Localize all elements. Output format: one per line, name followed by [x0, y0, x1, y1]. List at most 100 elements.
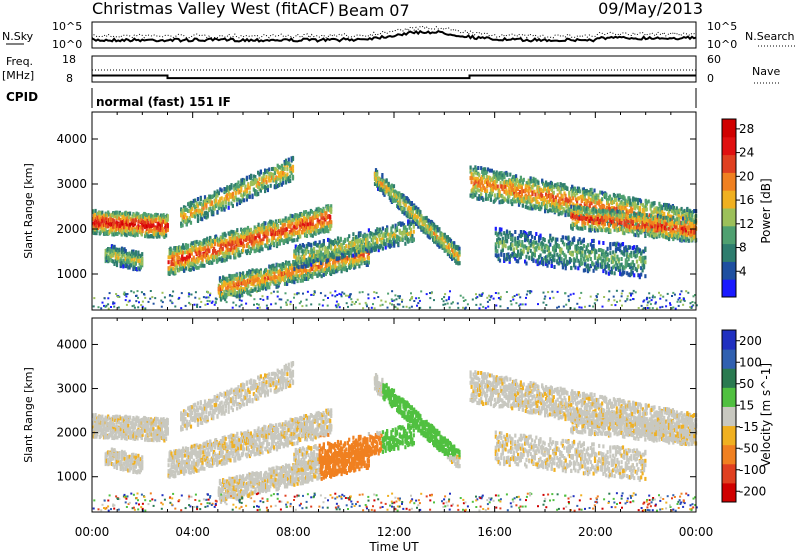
power-cell [572, 196, 574, 200]
power-cell [533, 197, 535, 201]
nave-label: Nave [752, 65, 780, 78]
power-cell [321, 274, 323, 278]
power-cell [191, 241, 193, 245]
power-cell [212, 251, 214, 255]
power-cell [487, 167, 489, 171]
freq-series [92, 76, 696, 79]
power-cell [579, 189, 581, 193]
power-cell [251, 289, 253, 293]
power-cell [491, 169, 493, 173]
power-cell [408, 206, 410, 210]
power-cell [364, 261, 366, 265]
nave-right-tick-top: 60 [707, 53, 721, 66]
power-cell [234, 277, 236, 281]
power-cell [203, 238, 205, 242]
power-cell [257, 192, 259, 196]
power-cell [359, 233, 361, 237]
power-cell [553, 198, 555, 202]
power-cell [268, 239, 270, 243]
power-cell [458, 261, 460, 265]
power-cell [333, 255, 335, 259]
power-cell [228, 206, 230, 210]
power-cell [399, 198, 401, 202]
power-cell [95, 209, 97, 213]
power-cell [574, 193, 576, 197]
power-cell [540, 188, 542, 192]
power-cell [396, 226, 398, 230]
power-cell [393, 244, 395, 248]
power-cell [141, 252, 143, 256]
cpid-label: CPID [6, 90, 38, 104]
power-cell [236, 228, 238, 232]
power-cell [500, 181, 502, 185]
power-cell [458, 247, 460, 251]
power-cell [509, 173, 511, 177]
power-cell [358, 264, 360, 268]
power-cell [476, 188, 478, 192]
power-cell [306, 219, 308, 223]
power-cell [404, 242, 406, 246]
power-cell [598, 199, 600, 203]
power-cell [411, 202, 413, 206]
power-cell [507, 200, 509, 204]
power-cell [530, 189, 532, 193]
power-cell [329, 215, 331, 219]
nsky-series [92, 31, 696, 41]
power-cell [523, 178, 525, 182]
power-cell [223, 277, 225, 281]
power-cell [221, 188, 223, 192]
power-cell [501, 177, 503, 181]
power-cell [270, 184, 272, 188]
power-cell [552, 195, 554, 199]
power-cell [338, 256, 340, 260]
power-cell [167, 214, 169, 218]
power-cell [471, 180, 473, 184]
power-cell [438, 227, 440, 231]
power-cell [250, 249, 252, 253]
power-cell [258, 177, 260, 181]
power-cell [385, 242, 387, 246]
power-cell [233, 240, 235, 244]
power-cell [205, 242, 207, 246]
power-cell [309, 226, 311, 230]
power-cell [173, 259, 175, 263]
power-cell [326, 221, 328, 225]
power-cell [246, 230, 248, 234]
power-cell [284, 223, 286, 227]
power-cell [292, 157, 294, 161]
power-cell [298, 265, 300, 269]
power-cell [329, 263, 331, 267]
nsearch-label: N.Search [745, 30, 795, 43]
power-cell [265, 180, 267, 184]
power-cell [265, 231, 267, 235]
power-cell [393, 184, 395, 188]
power-cell [473, 170, 475, 174]
power-cell [480, 192, 482, 196]
power-cell [516, 178, 518, 182]
power-cell [141, 257, 143, 261]
power-cell [608, 203, 610, 207]
power-cell [330, 220, 332, 224]
power-cell [326, 268, 328, 272]
power-cell [200, 197, 202, 201]
power-cell [212, 211, 214, 215]
power-cell [529, 206, 531, 210]
power-cell [558, 186, 560, 190]
power-cell [273, 242, 275, 246]
power-cell [243, 180, 245, 184]
power-cell [302, 279, 304, 283]
power-cell [346, 268, 348, 272]
power-cell [293, 267, 295, 271]
power-cell [253, 230, 255, 234]
power-cell [232, 204, 234, 208]
power-cell [310, 233, 312, 237]
power-cell [500, 176, 502, 180]
power-cell [521, 186, 523, 190]
power-cell [557, 208, 559, 212]
power-cell [357, 244, 359, 248]
power-cell [265, 268, 267, 272]
power-cell [207, 212, 209, 216]
power-cell [110, 249, 112, 253]
power-cell [182, 251, 184, 255]
power-cell [282, 181, 284, 185]
